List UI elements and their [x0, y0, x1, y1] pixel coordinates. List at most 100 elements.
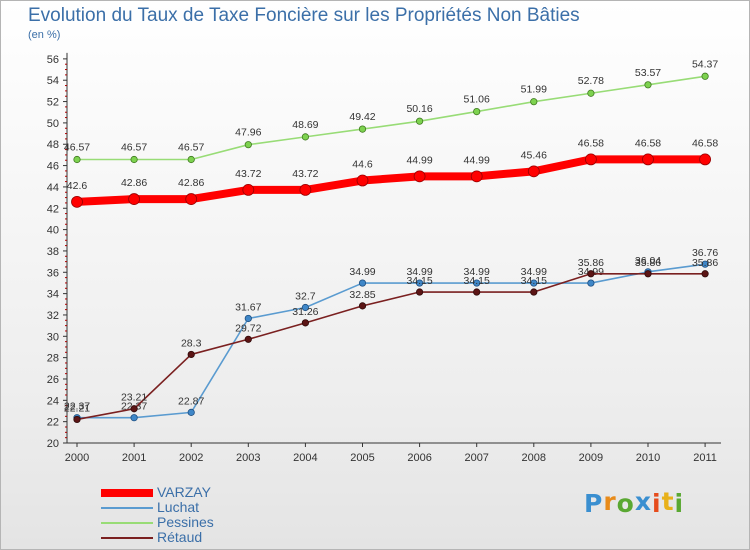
data-label-rtaud: 22.21 [64, 402, 90, 414]
data-point-rtaud [358, 302, 367, 310]
data-point-rtaud [473, 288, 481, 296]
x-tick-label: 2001 [122, 452, 146, 464]
data-label-varzay: 44.99 [464, 154, 490, 166]
data-point-pessines [473, 107, 481, 116]
series-line-pessines [76, 75, 706, 161]
data-label-varzay: 46.58 [635, 137, 661, 149]
data-label-pessines: 51.06 [464, 94, 490, 106]
data-point-varzay [642, 153, 654, 166]
y-tick-label: 56 [47, 54, 59, 66]
data-point-luchat [187, 408, 195, 416]
y-tick-label: 54 [47, 75, 59, 87]
y-tick-label: 50 [47, 118, 59, 130]
brand-logo: Proxiti [584, 487, 684, 518]
data-point-rtaud [587, 270, 595, 278]
data-point-pessines [301, 133, 309, 141]
data-point-varzay [413, 170, 426, 183]
data-label-luchat: 34.99 [521, 266, 547, 278]
data-point-rtaud [530, 288, 538, 296]
data-point-varzay [185, 193, 198, 205]
data-point-varzay [527, 165, 540, 178]
data-point-varzay [470, 170, 483, 183]
legend-label-luchat: Luchat [157, 499, 200, 515]
data-label-rtaud: 32.85 [349, 289, 375, 301]
data-point-pessines [244, 141, 252, 149]
data-point-luchat [530, 279, 538, 287]
data-label-pessines: 47.96 [235, 127, 261, 139]
data-label-rtaud: 28.3 [181, 337, 202, 349]
data-label-luchat: 31.67 [235, 301, 261, 313]
data-label-pessines: 46.57 [64, 141, 90, 153]
data-point-varzay [585, 153, 597, 166]
data-label-pessines: 54.37 [692, 58, 718, 70]
data-point-luchat [301, 303, 309, 312]
data-label-pessines: 51.99 [521, 84, 547, 96]
data-label-pessines: 46.57 [121, 141, 147, 153]
data-label-luchat: 34.99 [349, 266, 375, 278]
y-tick-label: 32 [47, 310, 59, 322]
y-tick-label: 42 [47, 203, 59, 215]
y-tick-label: 44 [47, 182, 59, 194]
x-tick-label: 2007 [464, 452, 488, 464]
data-label-rtaud: 31.26 [292, 306, 318, 318]
y-tick-label: 30 [47, 331, 59, 343]
data-label-rtaud: 35.86 [635, 257, 661, 269]
data-point-luchat [701, 260, 709, 268]
series-line-luchat [76, 263, 706, 419]
data-point-varzay [128, 193, 141, 205]
data-label-luchat: 22.87 [178, 395, 204, 407]
data-point-varzay [242, 184, 255, 196]
data-point-pessines [644, 81, 652, 89]
data-point-rtaud [701, 270, 709, 278]
data-label-varzay: 45.46 [521, 149, 547, 161]
legend-label-pessines: Pessines [157, 514, 214, 530]
logo-letter: o [616, 489, 635, 518]
data-label-rtaud: 34.15 [521, 275, 547, 287]
data-point-varzay [299, 184, 312, 196]
y-tick-label: 46 [47, 161, 59, 173]
data-label-rtaud: 34.15 [464, 275, 490, 287]
data-label-luchat: 36.76 [692, 247, 718, 259]
data-label-luchat: 36.04 [635, 255, 661, 267]
series-line-varzay [73, 155, 710, 206]
x-tick-label: 2009 [579, 452, 603, 464]
legend-label-rtaud: Rétaud [157, 529, 203, 545]
legend-label-varzay: VARZAY [157, 484, 211, 500]
data-label-varzay: 46.58 [578, 137, 604, 149]
x-tick-label: 2008 [522, 452, 546, 464]
legend-swatch-rtaud [101, 537, 153, 539]
data-point-luchat [587, 279, 595, 287]
data-label-rtaud: 35.86 [692, 257, 718, 269]
y-tick-label: 48 [47, 139, 59, 151]
logo-letter: t [661, 487, 675, 516]
data-label-varzay: 43.72 [235, 168, 261, 180]
data-label-pessines: 53.57 [635, 67, 661, 79]
data-label-pessines: 46.57 [178, 141, 204, 153]
data-point-pessines [73, 155, 81, 164]
data-label-pessines: 49.42 [349, 111, 375, 123]
data-point-varzay [699, 153, 711, 166]
data-point-luchat [415, 279, 424, 287]
data-point-rtaud [244, 335, 252, 343]
data-point-rtaud [187, 350, 195, 359]
data-point-pessines [130, 155, 138, 164]
data-label-luchat: 34.99 [464, 266, 490, 278]
y-tick-label: 52 [47, 97, 59, 109]
y-tick-label: 34 [47, 289, 59, 301]
data-label-varzay: 43.72 [292, 168, 318, 180]
data-point-pessines [587, 89, 595, 97]
data-point-luchat [244, 314, 252, 323]
legend-swatch-varzay [101, 489, 153, 497]
y-tick-label: 26 [47, 374, 59, 386]
data-label-pessines: 50.16 [406, 103, 432, 115]
y-tick-label: 28 [47, 353, 59, 365]
data-label-rtaud: 23.21 [121, 392, 147, 404]
y-tick-label: 20 [47, 438, 59, 450]
y-tick-label: 40 [47, 225, 59, 237]
data-point-pessines [187, 155, 195, 164]
data-point-varzay [356, 174, 369, 187]
data-label-pessines: 48.69 [292, 119, 318, 131]
data-label-varzay: 42.86 [178, 177, 204, 189]
